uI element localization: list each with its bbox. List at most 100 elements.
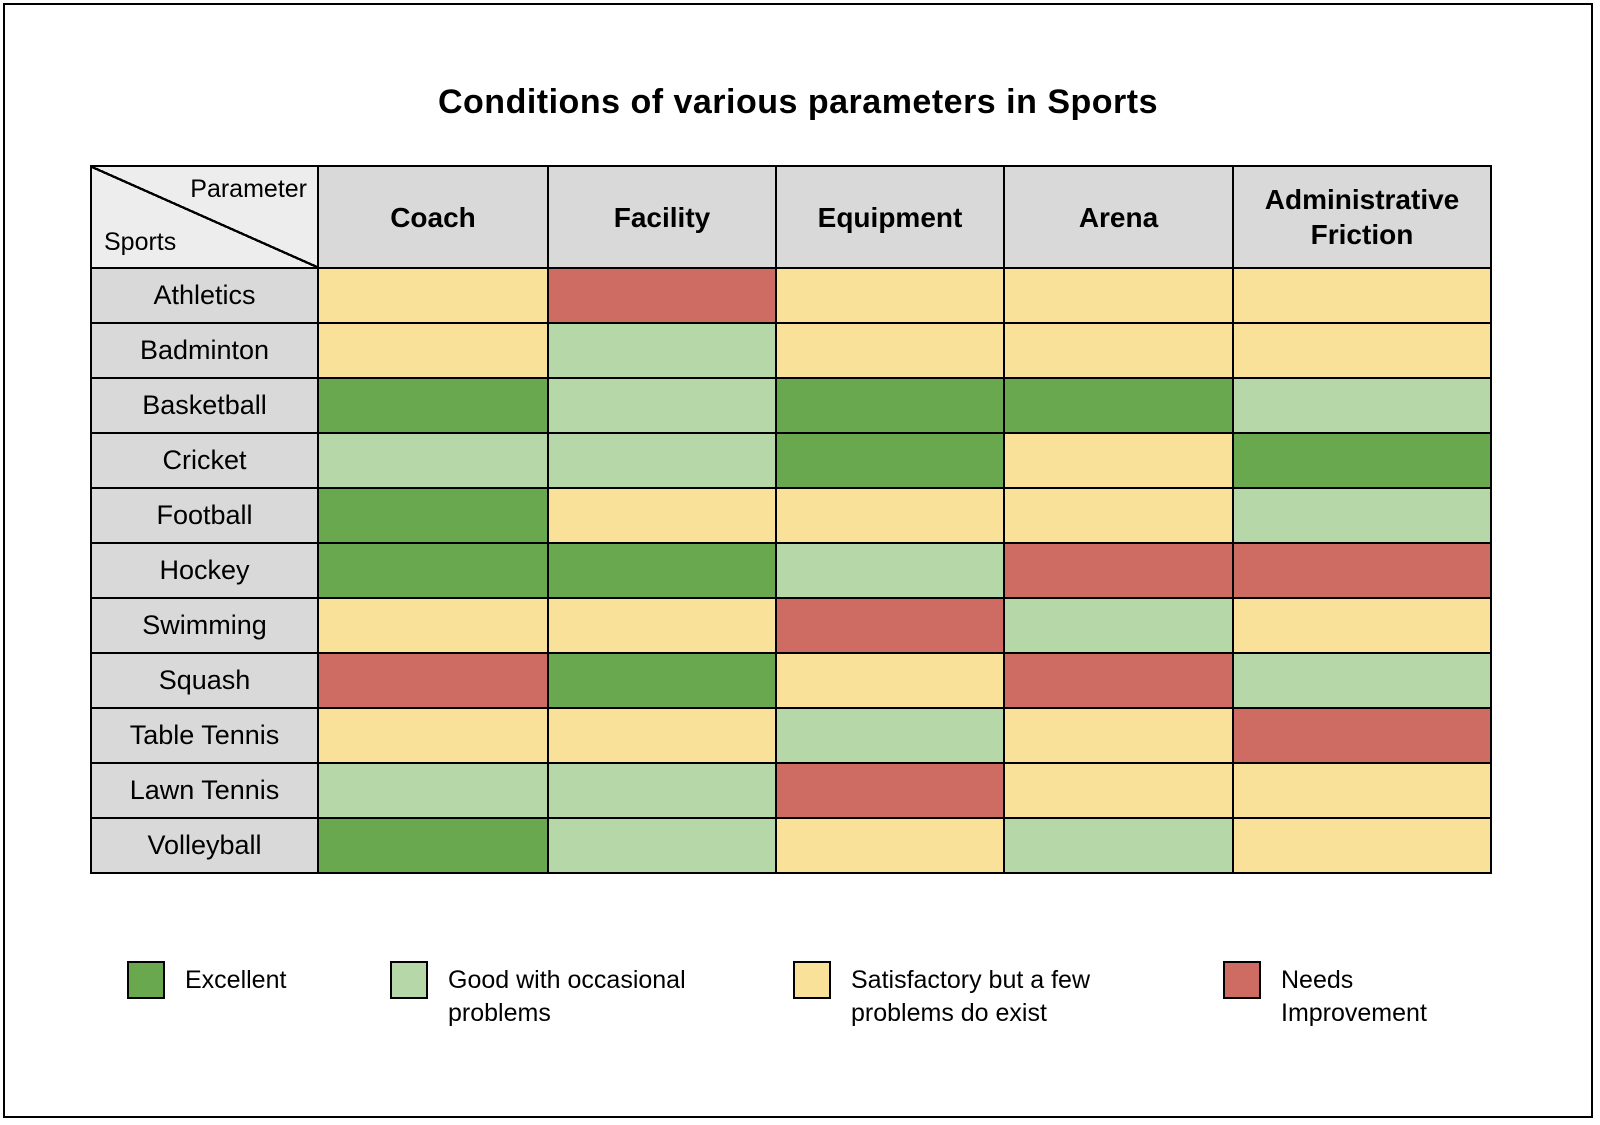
- corner-sports-label: Sports: [104, 228, 177, 256]
- heatmap-cell-good: [1232, 377, 1492, 434]
- sport-row-label: Football: [90, 487, 319, 544]
- heatmap-cell-satisfactory: [1232, 267, 1492, 324]
- heatmap-cell-needs_improvement: [1232, 542, 1492, 599]
- table-row: Squash: [90, 652, 1492, 709]
- heatmap-cell-good: [1003, 597, 1234, 654]
- legend-label-needs-improvement: Needs Improvement: [1281, 966, 1427, 1027]
- heatmap-cell-satisfactory: [547, 707, 777, 764]
- heatmap-cell-excellent: [317, 542, 549, 599]
- heatmap-cell-good: [317, 762, 549, 819]
- heatmap-cell-satisfactory: [317, 597, 549, 654]
- heatmap-cell-satisfactory: [1003, 487, 1234, 544]
- legend-label-good: Good with occasional problems: [448, 966, 686, 1027]
- sport-row-label: Squash: [90, 652, 319, 709]
- legend-label-satisfactory: Satisfactory but a few problems do exist: [851, 966, 1091, 1027]
- legend-swatch-good: [390, 961, 428, 999]
- heatmap-cell-good: [547, 762, 777, 819]
- sport-row-label: Volleyball: [90, 817, 319, 874]
- heatmap-cell-satisfactory: [1003, 322, 1234, 379]
- heatmap-cell-excellent: [775, 432, 1005, 489]
- legend-item-excellent: Excellent: [127, 961, 286, 999]
- heatmap-cell-needs_improvement: [547, 267, 777, 324]
- heatmap-cell-needs_improvement: [1003, 542, 1234, 599]
- heatmap-cell-good: [317, 432, 549, 489]
- heatmap-cell-needs_improvement: [775, 597, 1005, 654]
- heatmap-cell-satisfactory: [317, 267, 549, 324]
- corner-parameter-label: Parameter: [190, 175, 307, 203]
- heatmap-cell-satisfactory: [547, 597, 777, 654]
- heatmap-cell-satisfactory: [775, 267, 1005, 324]
- column-header-administrative-friction: Administrative Friction: [1232, 165, 1492, 269]
- heatmap-cell-satisfactory: [547, 487, 777, 544]
- sport-row-label: Hockey: [90, 542, 319, 599]
- heatmap-cell-good: [547, 817, 777, 874]
- heatmap-cell-satisfactory: [1232, 322, 1492, 379]
- table-row: Hockey: [90, 542, 1492, 599]
- sport-row-label: Badminton: [90, 322, 319, 379]
- table-row: Badminton: [90, 322, 1492, 379]
- heatmap-cell-good: [547, 322, 777, 379]
- sport-row-label: Lawn Tennis: [90, 762, 319, 819]
- heatmap-cell-good: [1232, 487, 1492, 544]
- chart-title: Conditions of various parameters in Spor…: [437, 83, 1158, 121]
- heatmap-cell-satisfactory: [775, 487, 1005, 544]
- legend-item-satisfactory: Satisfactory but a few problems do exist: [793, 961, 1141, 1030]
- legend-swatch-excellent: [127, 961, 165, 999]
- heatmap-cell-satisfactory: [317, 707, 549, 764]
- heatmap-cell-good: [547, 377, 777, 434]
- heatmap-cell-needs_improvement: [1003, 652, 1234, 709]
- heatmap-cell-satisfactory: [1003, 432, 1234, 489]
- corner-diagonal: Parameter Sports: [92, 167, 317, 267]
- sport-row-label: Athletics: [90, 267, 319, 324]
- table-body: Parameter Sports Coach Facility Equipmen…: [90, 165, 1492, 874]
- sport-row-label: Swimming: [90, 597, 319, 654]
- heatmap-cell-satisfactory: [775, 322, 1005, 379]
- column-header-facility: Facility: [547, 165, 777, 269]
- heatmap-cell-satisfactory: [775, 652, 1005, 709]
- column-header-arena: Arena: [1003, 165, 1234, 269]
- figure-frame: Conditions of various parameters in Spor…: [3, 3, 1593, 1118]
- table-row: Basketball: [90, 377, 1492, 434]
- heatmap-cell-excellent: [547, 652, 777, 709]
- table-row: Table Tennis: [90, 707, 1492, 764]
- column-header-equipment: Equipment: [775, 165, 1005, 269]
- heatmap-cell-satisfactory: [1232, 817, 1492, 874]
- heatmap-cell-good: [775, 707, 1005, 764]
- heatmap-cell-excellent: [317, 487, 549, 544]
- column-header-coach: Coach: [317, 165, 549, 269]
- heatmap-cell-satisfactory: [1003, 762, 1234, 819]
- conditions-table: Parameter Sports Coach Facility Equipmen…: [90, 165, 1492, 874]
- heatmap-cell-needs_improvement: [317, 652, 549, 709]
- table-row: Athletics: [90, 267, 1492, 324]
- legend: Excellent Good with occasional problems …: [5, 961, 1591, 1071]
- heatmap-cell-satisfactory: [1003, 707, 1234, 764]
- heatmap-cell-satisfactory: [1232, 762, 1492, 819]
- table-row: Swimming: [90, 597, 1492, 654]
- table-row: Football: [90, 487, 1492, 544]
- heatmap-cell-good: [1232, 652, 1492, 709]
- corner-cell: Parameter Sports: [90, 165, 319, 269]
- heatmap-cell-good: [1003, 817, 1234, 874]
- heatmap-cell-good: [547, 432, 777, 489]
- heatmap-cell-excellent: [317, 377, 549, 434]
- heatmap-cell-satisfactory: [317, 322, 549, 379]
- heatmap-cell-excellent: [317, 817, 549, 874]
- legend-swatch-satisfactory: [793, 961, 831, 999]
- legend-label-excellent: Excellent: [185, 966, 287, 994]
- sport-row-label: Table Tennis: [90, 707, 319, 764]
- heatmap-cell-excellent: [1232, 432, 1492, 489]
- table-row: Volleyball: [90, 817, 1492, 874]
- legend-item-good: Good with occasional problems: [390, 961, 733, 1030]
- heatmap-cell-needs_improvement: [1232, 707, 1492, 764]
- heatmap-cell-good: [775, 542, 1005, 599]
- legend-item-needs-improvement: Needs Improvement: [1223, 961, 1451, 1030]
- heatmap-cell-needs_improvement: [775, 762, 1005, 819]
- header-row: Parameter Sports Coach Facility Equipmen…: [90, 165, 1492, 269]
- heatmap-cell-satisfactory: [775, 817, 1005, 874]
- sport-row-label: Cricket: [90, 432, 319, 489]
- heatmap-cell-satisfactory: [1232, 597, 1492, 654]
- table-row: Cricket: [90, 432, 1492, 489]
- legend-swatch-needs-improvement: [1223, 961, 1261, 999]
- table-row: Lawn Tennis: [90, 762, 1492, 819]
- heatmap-cell-excellent: [775, 377, 1005, 434]
